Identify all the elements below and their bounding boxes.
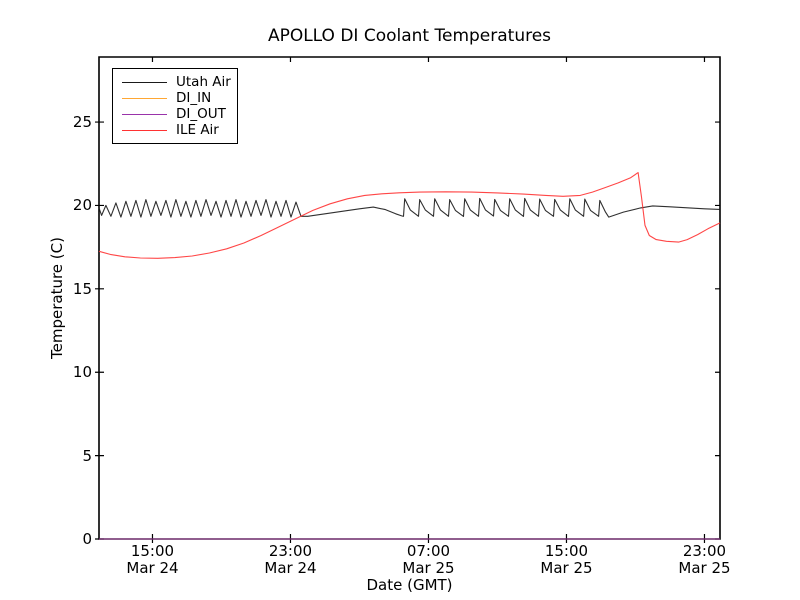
chart-title: APOLLO DI Coolant Temperatures [267, 26, 552, 46]
x-tick-time: 15:00 [130, 542, 175, 560]
x-tick-time: 07:00 [406, 542, 451, 560]
series-line-utah-air [98, 197, 721, 218]
legend-item-ile-air: ILE Air [122, 122, 233, 138]
y-tick-label-10: 10 [72, 363, 92, 382]
y-tick-label-0: 0 [82, 530, 92, 548]
x-tick-time: 23:00 [268, 542, 313, 560]
x-tick-label-1500: 15:00 Mar 24 [97, 543, 207, 576]
legend: Utah Air DI_IN DI_OUT ILE Air [112, 68, 238, 144]
legend-label: DI_OUT [176, 106, 226, 122]
legend-line-sample [122, 113, 167, 115]
x-tick-label-2300: 23:00 Mar 24 [235, 543, 345, 576]
x-axis-label: Date (GMT) [366, 576, 453, 594]
x-tick-date: Mar 25 [540, 558, 593, 577]
x-tick-time: 23:00 [682, 542, 727, 560]
legend-item-di-out: DI_OUT [122, 106, 233, 122]
y-tick-label-25: 25 [72, 113, 92, 132]
x-tick-label-2300: 23:00 Mar 25 [649, 543, 759, 576]
x-tick-label-1500: 15:00 Mar 25 [511, 543, 621, 576]
y-tick-label-15: 15 [72, 279, 92, 298]
x-tick-date: Mar 25 [678, 558, 731, 577]
legend-line-sample [122, 129, 167, 131]
y-axis-label: Temperature (C) [48, 237, 66, 359]
series-line-ile-air [98, 172, 721, 259]
y-tick-label-5: 5 [82, 446, 92, 465]
legend-line-sample [122, 81, 167, 83]
x-tick-date: Mar 25 [402, 558, 455, 577]
x-tick-time: 15:00 [544, 542, 589, 560]
x-tick-label-0700: 07:00 Mar 25 [373, 543, 483, 576]
y-tick-label-20: 20 [72, 196, 92, 215]
legend-line-sample [122, 97, 167, 99]
legend-label: ILE Air [176, 122, 219, 138]
x-tick-date: Mar 24 [126, 558, 179, 577]
legend-label: DI_IN [176, 90, 212, 106]
legend-label: Utah Air [176, 74, 231, 90]
x-tick-date: Mar 24 [264, 558, 317, 577]
legend-item-di-in: DI_IN [122, 90, 233, 106]
legend-item-utah-air: Utah Air [122, 74, 233, 90]
